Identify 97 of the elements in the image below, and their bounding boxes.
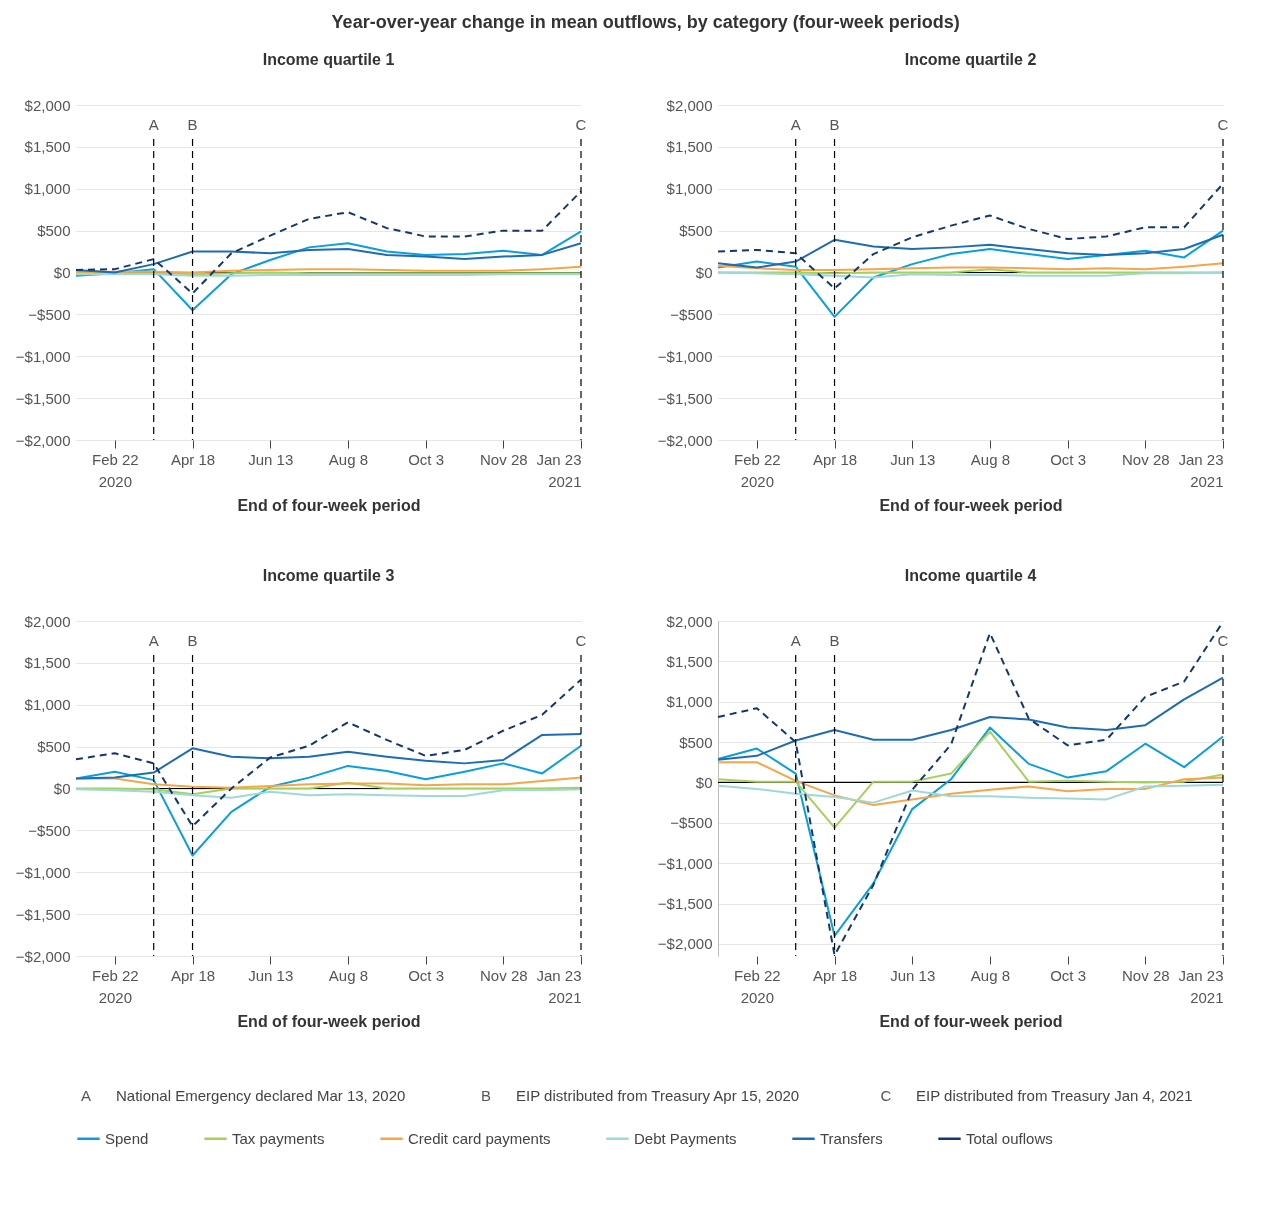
ref-line-label: B <box>187 116 198 133</box>
y-tick-label: −$500 <box>28 305 71 323</box>
legend-label: Spend <box>105 1129 149 1147</box>
x-tick-label: Jan 23 2021 <box>1178 966 1224 1006</box>
x-tick-label: Jun 13 <box>248 966 294 984</box>
chart-subtitle: Income quartile 4 <box>904 567 1037 584</box>
x-tick-label: Apr 18 <box>812 966 858 984</box>
x-tick-label: Apr 18 <box>170 450 216 468</box>
y-tick-label: −$2,000 <box>15 431 71 449</box>
y-tick-label: $1,500 <box>666 138 713 156</box>
legend-label: Total ouflows <box>966 1129 1053 1147</box>
x-tick-label: Feb 22 2020 <box>733 966 781 1006</box>
text: A <box>80 1087 92 1104</box>
x-tick-label: Oct 3 <box>1050 966 1087 984</box>
text: National Emergency declared Mar 13, 2020 <box>116 1087 406 1104</box>
y-tick-label: −$1,500 <box>15 389 71 407</box>
y-tick-label: $0 <box>695 264 713 281</box>
y-tick-label: $0 <box>695 773 713 791</box>
y-tick-label: $1,000 <box>24 696 71 714</box>
y-tick-label: $0 <box>53 264 71 281</box>
ref-line-label: B <box>187 632 198 649</box>
y-tick-label: $2,000 <box>666 612 713 630</box>
x-tick-label: Jan 23 2021 <box>536 966 582 1006</box>
ref-line-label: B <box>829 116 840 133</box>
y-tick-label: −$1,000 <box>657 854 713 872</box>
legend-label: Tax payments <box>232 1129 325 1147</box>
chart-subtitle: Income quartile 2 <box>904 51 1037 68</box>
x-tick-label: Aug 8 <box>970 450 1011 468</box>
x-tick-label: Jan 23 2021 <box>1178 450 1224 490</box>
x-tick-label: Apr 18 <box>170 966 216 984</box>
x-axis-title: End of four-week period <box>237 1012 421 1030</box>
x-tick-label: Feb 22 2020 <box>91 450 139 490</box>
ref-line-label: C <box>575 116 587 133</box>
x-tick-label: Oct 3 <box>408 450 445 468</box>
y-tick-label: −$2,000 <box>15 947 71 965</box>
legend-label: Credit card payments <box>408 1129 551 1147</box>
y-tick-label: $0 <box>53 780 71 797</box>
y-tick-label: $1,000 <box>24 180 71 198</box>
x-tick-label: Oct 3 <box>408 966 445 984</box>
y-tick-label: −$500 <box>28 821 71 839</box>
ref-line-label: A <box>148 116 159 133</box>
x-tick-label: Aug 8 <box>328 450 369 468</box>
ref-line-label: A <box>790 632 801 649</box>
y-tick-label: $500 <box>37 222 71 240</box>
x-axis-title: End of four-week period <box>879 1012 1063 1030</box>
x-tick-label: Feb 22 2020 <box>91 966 139 1006</box>
x-tick-label: Jun 13 <box>890 450 936 468</box>
x-tick-label: Jan 23 2021 <box>536 450 582 490</box>
text: C <box>880 1087 892 1104</box>
y-tick-label: −$1,000 <box>15 863 71 881</box>
x-tick-label: Nov 28 <box>480 450 528 468</box>
y-tick-label: −$2,000 <box>657 935 713 953</box>
ref-line-label: C <box>1217 116 1229 133</box>
x-tick-label: Jun 13 <box>248 450 294 468</box>
y-tick-label: $2,000 <box>24 96 71 114</box>
legend-label: Debt Payments <box>634 1129 737 1147</box>
y-tick-label: $500 <box>37 738 71 756</box>
y-tick-label: $1,500 <box>24 138 71 156</box>
x-tick-label: Apr 18 <box>812 450 858 468</box>
x-tick-label: Oct 3 <box>1050 450 1087 468</box>
y-tick-label: −$2,000 <box>657 431 713 449</box>
y-tick-label: $2,000 <box>24 612 71 630</box>
y-tick-label: $1,500 <box>24 654 71 672</box>
text: Year-over-year change in mean outflows, by category (four-week periods) <box>331 12 960 32</box>
y-tick-label: −$1,500 <box>657 389 713 407</box>
y-tick-label: −$500 <box>670 814 713 832</box>
x-tick-label: Nov 28 <box>480 966 528 984</box>
ref-line-label: C <box>575 632 587 649</box>
x-tick-label: Nov 28 <box>1122 966 1170 984</box>
y-tick-label: −$1,000 <box>15 347 71 365</box>
text: EIP distributed from Treasury Apr 15, 2020 <box>516 1087 800 1104</box>
chart-subtitle: Income quartile 1 <box>262 51 395 68</box>
y-tick-label: −$500 <box>670 305 713 323</box>
ref-line-label: C <box>1217 632 1229 649</box>
y-tick-label: −$1,500 <box>15 905 71 923</box>
y-tick-label: $2,000 <box>666 96 713 114</box>
x-tick-label: Jun 13 <box>890 966 936 984</box>
x-tick-label: Aug 8 <box>970 966 1011 984</box>
x-tick-label: Nov 28 <box>1122 450 1170 468</box>
x-axis-title: End of four-week period <box>879 496 1063 514</box>
y-tick-label: −$1,500 <box>657 895 713 913</box>
ref-line-label: B <box>829 632 840 649</box>
x-axis-title: End of four-week period <box>237 496 421 514</box>
x-tick-label: Feb 22 2020 <box>733 450 781 490</box>
legend-label: Transfers <box>820 1129 883 1147</box>
ref-line-label: A <box>790 116 801 133</box>
y-tick-label: −$1,000 <box>657 347 713 365</box>
chart-subtitle: Income quartile 3 <box>262 567 395 584</box>
ref-line-label: A <box>148 632 159 649</box>
text: EIP distributed from Treasury Jan 4, 2021 <box>916 1087 1193 1104</box>
y-tick-label: $1,000 <box>666 693 713 711</box>
y-tick-label: $1,000 <box>666 180 713 198</box>
x-tick-label: Aug 8 <box>328 966 369 984</box>
text: B <box>480 1087 492 1104</box>
y-tick-label: $1,500 <box>666 652 713 670</box>
y-tick-label: $500 <box>679 733 713 751</box>
y-tick-label: $500 <box>679 222 713 240</box>
